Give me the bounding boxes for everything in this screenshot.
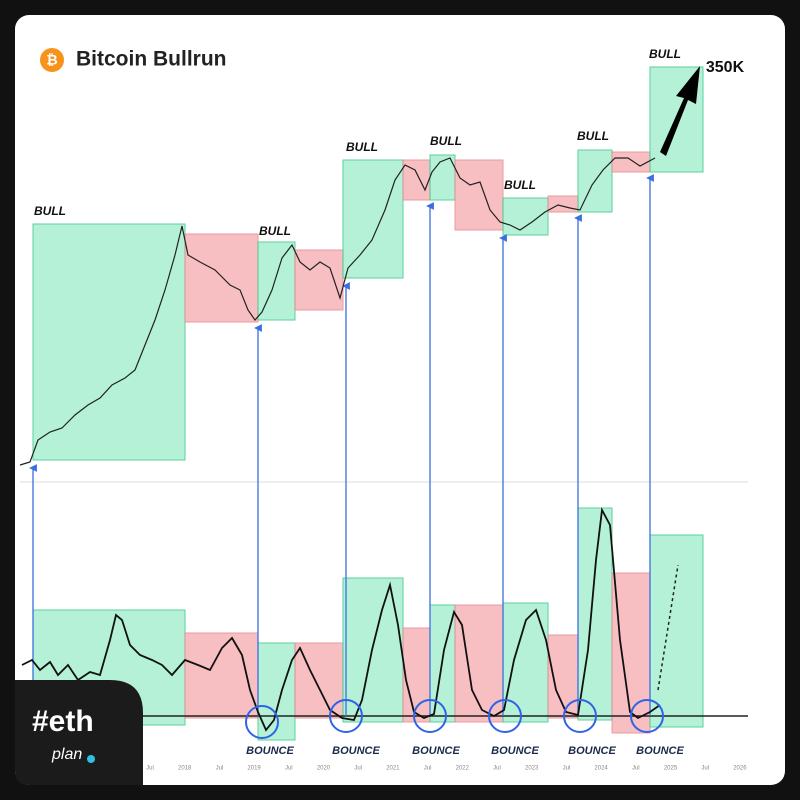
bounce-circles	[245, 699, 664, 739]
bounce-label: BOUNCE	[412, 745, 460, 757]
title: Bitcoin Bullrun	[76, 48, 227, 71]
bull-label: BULL	[259, 224, 291, 238]
x-tick-label: Jul	[354, 766, 362, 772]
x-tick-label: 2018	[178, 766, 192, 772]
bounce-label: BOUNCE	[246, 745, 294, 757]
x-tick-label: Jul	[563, 766, 571, 772]
indicator-line	[21, 507, 661, 732]
bull-label: BULL	[430, 134, 462, 148]
target-label: 350K	[706, 59, 745, 76]
logo-sub: plan	[51, 746, 82, 763]
x-tick-label: 2024	[594, 766, 608, 772]
x-tick-label: 2020	[317, 766, 331, 772]
x-tick-label: 2019	[247, 766, 261, 772]
x-tick-label: 2026	[733, 766, 747, 772]
x-tick-label: Jul	[216, 766, 224, 772]
bounce-label: BOUNCE	[332, 745, 380, 757]
x-tick-label: 2023	[525, 766, 539, 772]
x-tick-label: Jul	[701, 766, 709, 772]
bull-label: BULL	[346, 140, 378, 154]
price-line	[19, 157, 656, 466]
bull-label: BULL	[649, 47, 681, 61]
x-tick-label: Jul	[424, 766, 432, 772]
target-arrow	[660, 66, 700, 156]
x-tick-label: Jul	[632, 766, 640, 772]
x-tick-label: Jul	[285, 766, 293, 772]
bull-label: BULL	[577, 129, 609, 143]
bull-label: BULL	[504, 178, 536, 192]
bitcoin-icon	[40, 48, 64, 72]
x-tick-label: 2021	[386, 766, 400, 772]
logo-dot	[87, 755, 95, 763]
bounce-label: BOUNCE	[568, 745, 616, 757]
bounce-label: BOUNCE	[636, 745, 684, 757]
x-tick-label: 2022	[456, 766, 470, 772]
bounce-label: BOUNCE	[491, 745, 539, 757]
x-tick-label: Jul	[146, 766, 154, 772]
arrows	[29, 174, 654, 716]
logo-bg	[15, 680, 143, 785]
bull-label: BULL	[34, 204, 66, 218]
x-tick-label: Jul	[493, 766, 501, 772]
bitcoin-icon-glyph: ₿	[46, 52, 57, 68]
x-tick-label: 2025	[664, 766, 678, 772]
logo-mark: #eth	[32, 705, 94, 738]
